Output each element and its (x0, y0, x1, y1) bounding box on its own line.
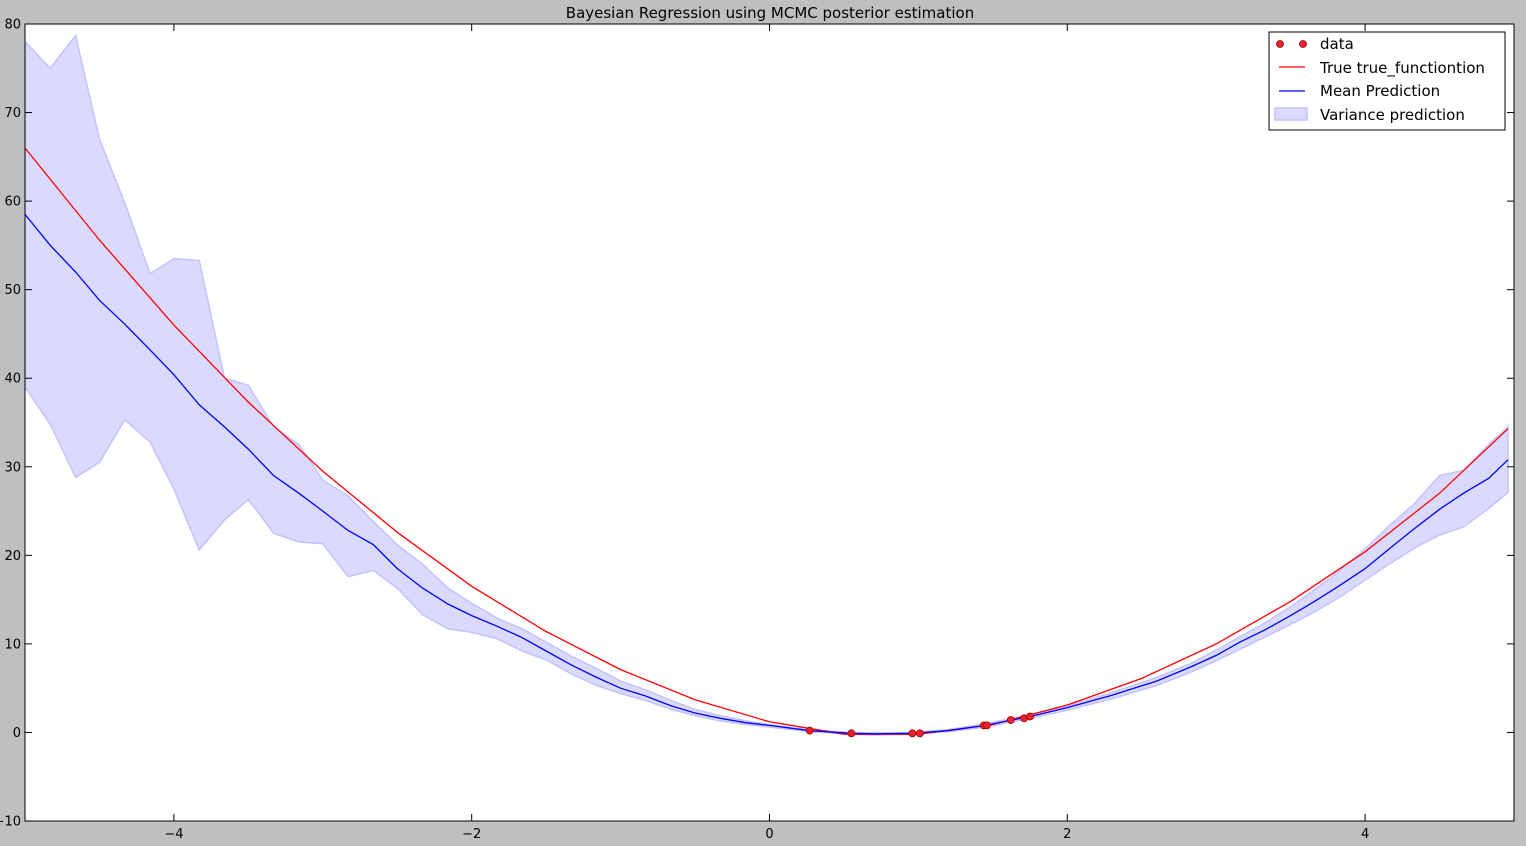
y-tick-label: −10 (0, 815, 21, 830)
data-point (982, 721, 991, 730)
x-tick-label: −4 (164, 827, 183, 842)
x-tick-label: 2 (1063, 827, 1071, 842)
legend: data True true_functiontion Mean Predict… (1268, 31, 1506, 131)
y-tick-label: 30 (4, 460, 21, 475)
y-tick-label: 40 (4, 372, 21, 387)
y-tick-label: 0 (13, 726, 21, 741)
y-tick-label: 70 (4, 106, 21, 121)
variance-band-layer (24, 33, 1509, 736)
legend-label-true: True true_functiontion (1319, 59, 1485, 78)
y-tick-label: 20 (4, 549, 21, 564)
x-tick-label: −2 (462, 827, 481, 842)
legend-data-marker (1299, 40, 1307, 48)
y-tick-label: 80 (4, 18, 21, 33)
y-tick-label: 60 (4, 195, 21, 210)
data-point (805, 726, 814, 735)
legend-label-variance: Variance prediction (1320, 106, 1465, 124)
legend-label-mean: Mean Prediction (1320, 82, 1440, 100)
lines-layer (24, 147, 1509, 735)
legend-data-marker (1276, 40, 1284, 48)
plot-area (25, 24, 1514, 821)
data-point (1006, 716, 1015, 724)
data-points-layer (805, 712, 1034, 738)
legend-frame (1268, 31, 1506, 131)
y-tick-label: 50 (4, 283, 21, 298)
x-tick-label: 4 (1361, 827, 1369, 842)
variance-band (24, 33, 1509, 736)
data-point (908, 729, 917, 738)
y-tick-label: 10 (4, 637, 21, 652)
chart-title: Bayesian Regression using MCMC posterior… (566, 4, 974, 22)
true-function-line (24, 147, 1509, 735)
data-point (847, 729, 856, 738)
data-point (1026, 712, 1034, 721)
legend-label-data: data (1320, 35, 1354, 53)
mean-prediction-line (24, 213, 1509, 735)
legend-variance-swatch (1274, 107, 1308, 121)
x-tick-label: 0 (765, 827, 773, 842)
axis-ticks-layer: −4 −2 0 2 4 −10 0 10 20 30 40 50 60 70 80 (0, 18, 1514, 842)
data-point (915, 729, 924, 738)
